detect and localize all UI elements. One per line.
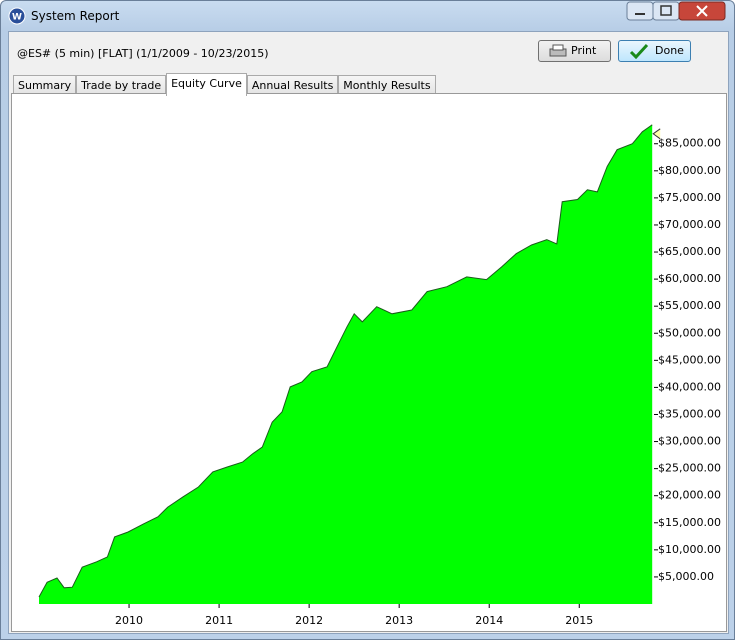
done-label: Done [655,44,684,57]
area-fill [39,124,653,605]
x-tick-label: 2015 [565,614,593,627]
maximize-glyph [660,5,672,16]
last-value-marker [652,128,661,140]
tab[interactable]: Annual Results [246,75,339,95]
print-label: Print [571,44,597,57]
y-tick-label: $80,000.00 [658,164,721,177]
x-tick-label: 2011 [205,614,233,627]
tab[interactable]: Equity Curve [166,73,247,96]
done-button[interactable]: Done [618,40,691,62]
y-tick-label: $75,000.00 [658,191,721,204]
y-tick-label: $60,000.00 [658,272,721,285]
x-tick-label: 2014 [475,614,503,627]
window-title: System Report [31,9,120,23]
app-icon-letter: W [12,13,22,23]
y-tick-label: $20,000.00 [658,489,721,502]
y-tick-label: $30,000.00 [658,435,721,448]
maximize-button[interactable] [652,1,680,21]
equity-line [38,124,653,598]
title-bar: W System Report [1,1,734,31]
y-tick-label: $45,000.00 [658,353,721,366]
y-tick-label: $15,000.00 [658,516,721,529]
title-icons: W [8,1,726,25]
tab[interactable]: Monthly Results [338,75,436,95]
app-icon [8,7,26,25]
x-tick-label: 2012 [295,614,323,627]
done-icon [629,43,649,59]
y-tick-label: $35,000.00 [658,407,721,420]
chart: $5,000.00 $10,000.00 $15,000.00 $20,000.00 $… [38,124,721,627]
x-tick-label: 2013 [385,614,413,627]
y-tick-label: $65,000.00 [658,245,721,258]
tab[interactable]: Summary [13,75,77,95]
y-tick-label: $70,000.00 [658,218,721,231]
report-header: @ES# (5 min) [FLAT] (1/1/2009 - 10/23/20… [17,47,269,60]
x-tick-label: 2010 [115,614,143,627]
print-icon [549,44,567,57]
tab-strip: Summary Trade by trade Equity Curve Annual … [13,73,436,96]
chart-panel: $5,000.00 $10,000.00 $15,000.00 $20,000.00 $… [11,93,727,632]
y-tick-label: $10,000.00 [658,543,721,556]
y-tick-label: $5,000.00 [658,570,714,583]
y-tick-label: $85,000.00 [658,137,721,150]
close-glyph [696,5,708,17]
client-area: @ES# (5 min) [FLAT] (1/1/2009 - 10/23/20… [8,31,729,634]
y-tick-label: $55,000.00 [658,299,721,312]
y-tick-label: $50,000.00 [658,326,721,339]
tab[interactable]: Trade by trade [76,75,167,95]
y-tick-label: $25,000.00 [658,462,721,475]
print-button[interactable]: Print [538,40,611,62]
minimize-button[interactable] [626,1,654,21]
y-tick-label: $40,000.00 [658,380,721,393]
